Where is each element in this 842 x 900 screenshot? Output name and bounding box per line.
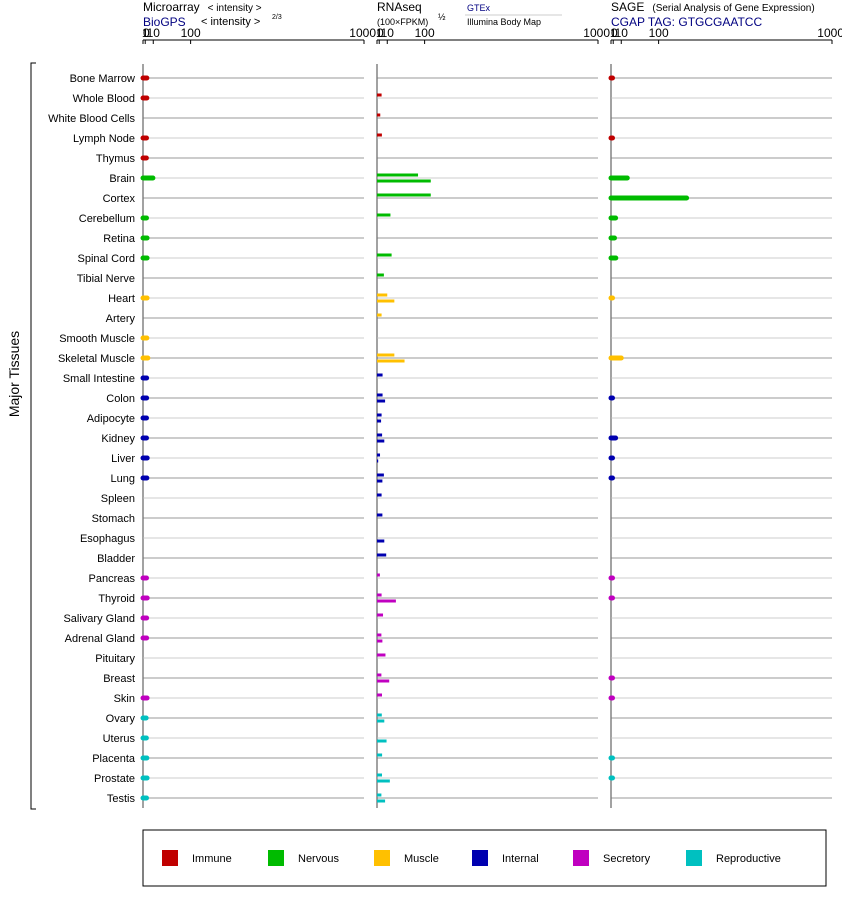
tissue-label: Heart: [108, 293, 135, 305]
tissue-label: Colon: [106, 393, 135, 405]
panel-title-main: Microarray: [143, 0, 200, 14]
panel-title: Microarray < intensity >: [143, 0, 262, 14]
x-tick-label: 0: [611, 26, 618, 40]
x-tick-label: 10: [147, 26, 161, 40]
legend-swatch: [374, 850, 390, 866]
panel-title-note: (Serial Analysis of Gene Expression): [652, 3, 814, 14]
tissue-label: Skin: [114, 693, 135, 705]
x-tick-label: 100: [181, 26, 201, 40]
legend-label: Muscle: [404, 853, 439, 865]
tissue-label: Bladder: [97, 553, 135, 565]
tissue-label: Esophagus: [80, 533, 136, 545]
tissue-label: Liver: [111, 453, 135, 465]
panel-unit-label: < intensity >: [201, 16, 260, 28]
x-tick-label: 10: [615, 26, 629, 40]
legend-label: Reproductive: [716, 853, 781, 865]
source-illumina-label: Illumina Body Map: [467, 17, 541, 27]
legend-swatch: [573, 850, 589, 866]
panel-unit-exponent: 2/3: [272, 14, 282, 21]
x-tick-label: 0: [377, 26, 384, 40]
panel-subtitle: CGAP TAG: GTGCGAATCC: [611, 15, 762, 29]
tissue-label: Testis: [107, 793, 136, 805]
tissue-label: Prostate: [94, 773, 135, 785]
tissue-label: Small Intestine: [63, 373, 135, 385]
x-tick-label: 1000: [349, 26, 376, 40]
tissue-label: Lung: [111, 473, 135, 485]
tissue-label: Retina: [103, 233, 136, 245]
tissue-label: White Blood Cells: [48, 113, 135, 125]
group-axis-label: Major Tissues: [6, 331, 22, 417]
tissue-label: Cerebellum: [79, 213, 135, 225]
panel-title-main: SAGE: [611, 0, 644, 14]
panel-subtitle: BioGPS: [143, 15, 186, 29]
tissue-label: Placenta: [92, 753, 136, 765]
tissue-label: Skeletal Muscle: [58, 353, 135, 365]
tissue-label: Ovary: [106, 713, 136, 725]
x-tick-label: 10: [381, 26, 395, 40]
tissue-label: Smooth Muscle: [59, 333, 135, 345]
x-tick-label: 1: [610, 26, 617, 40]
tissue-label: Artery: [106, 313, 136, 325]
legend-swatch: [472, 850, 488, 866]
panel-title-main: RNAseq: [377, 0, 422, 14]
legend-swatch: [686, 850, 702, 866]
legend-label: Internal: [502, 853, 539, 865]
tissue-label: Spleen: [101, 493, 135, 505]
legend-box: [142, 829, 827, 887]
tissue-label: Tibial Nerve: [77, 273, 135, 285]
legend-swatch: [162, 850, 178, 866]
tissue-label: Kidney: [101, 433, 135, 445]
x-tick-label: 1: [376, 26, 383, 40]
tissue-label: Adipocyte: [87, 413, 135, 425]
tissue-bracket: [30, 62, 36, 810]
x-tick-label: 100: [649, 26, 669, 40]
tissue-label: Whole Blood: [73, 93, 135, 105]
tissue-label: Spinal Cord: [78, 253, 135, 265]
panel-title: RNAseq: [377, 0, 422, 14]
legend-label: Immune: [192, 853, 232, 865]
x-tick-label: 100: [415, 26, 435, 40]
panel-title-note: < intensity >: [208, 3, 262, 14]
x-tick-label: 1: [142, 26, 149, 40]
x-tick-label: 1000: [817, 26, 842, 40]
legend-swatch: [268, 850, 284, 866]
tissue-label: Salivary Gland: [63, 613, 135, 625]
tissue-label: Lymph Node: [73, 133, 135, 145]
panel-subtitle-exponent: ½: [438, 12, 446, 22]
x-tick-label: 0: [143, 26, 150, 40]
tissue-label: Cortex: [103, 193, 136, 205]
tissue-label: Thymus: [96, 153, 136, 165]
tissue-label: Stomach: [92, 513, 135, 525]
tissue-label: Thyroid: [98, 593, 135, 605]
tissue-label: Breast: [103, 673, 135, 685]
source-gtex-label: GTEx: [467, 3, 491, 13]
tissue-label: Pituitary: [95, 653, 135, 665]
panel-subtitle: (100×FPKM): [377, 17, 428, 27]
tissue-label: Uterus: [103, 733, 136, 745]
tissue-label: Brain: [109, 173, 135, 185]
legend-label: Nervous: [298, 853, 339, 865]
tissue-label: Pancreas: [89, 573, 136, 585]
panel-title: SAGE (Serial Analysis of Gene Expression): [611, 0, 815, 14]
tissue-label: Bone Marrow: [70, 73, 135, 85]
tissue-label: Adrenal Gland: [65, 633, 135, 645]
x-tick-label: 1000: [583, 26, 610, 40]
legend-label: Secretory: [603, 853, 651, 865]
